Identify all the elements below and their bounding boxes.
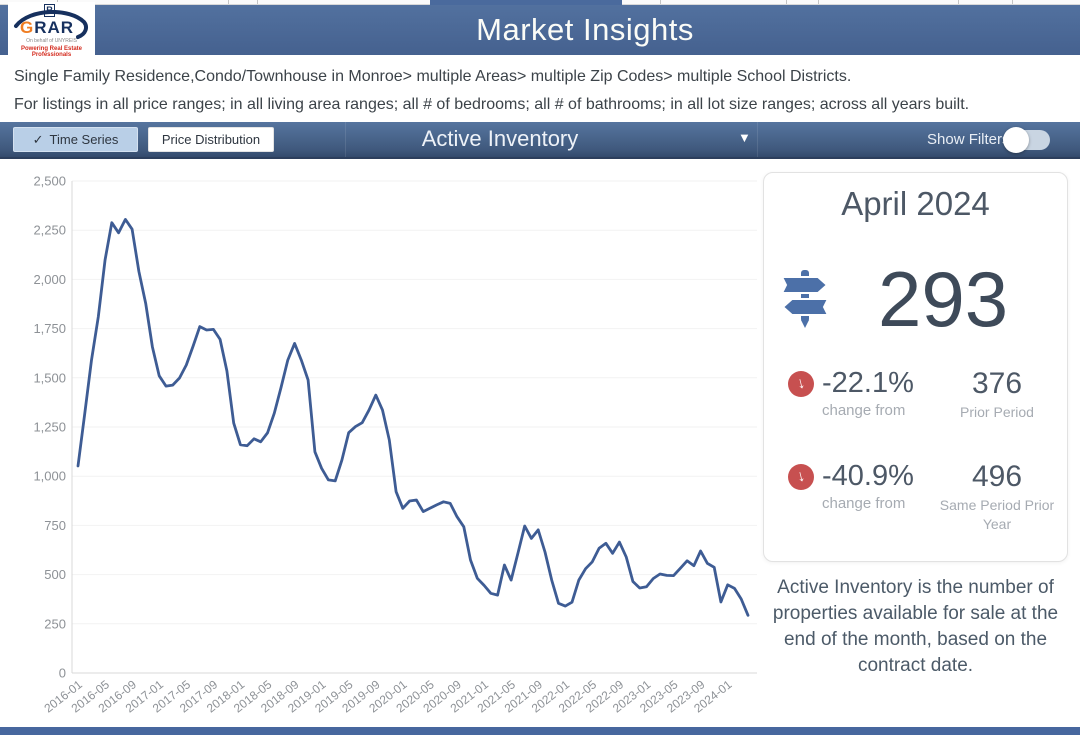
x-tick-label: 2016-09	[96, 677, 140, 715]
page-title: Market Insights	[476, 12, 694, 47]
x-tick-label: 2019-01	[285, 677, 329, 715]
title-bar: Market Insights	[0, 5, 1080, 55]
show-filters-label: Show Filters:	[927, 131, 1014, 148]
time-series-button[interactable]: ✓ Time Series	[13, 127, 138, 152]
y-tick-label: 2,250	[33, 223, 66, 238]
metric-dropdown[interactable]: Active Inventory	[421, 125, 579, 151]
logo-wordmark: GRAR	[20, 18, 75, 37]
filters-summary: Single Family Residence,Condo/Townhouse …	[0, 56, 1080, 120]
x-tick-label: 2016-05	[69, 677, 113, 715]
x-tick-label: 2022-09	[583, 677, 627, 715]
change-from-label: change from	[822, 495, 906, 512]
logo-tagline-2: Powering Real Estate Professionals	[20, 46, 83, 57]
x-tick-label: 2022-05	[556, 677, 600, 715]
y-tick-label: 1,500	[33, 370, 66, 385]
y-tick-label: 2,000	[33, 272, 66, 287]
x-tick-label: 2016-01	[42, 677, 86, 715]
prior-period-row: ↓ -22.1% change from 376 Prior Period	[764, 367, 1067, 422]
price-distribution-label: Price Distribution	[161, 132, 261, 147]
x-tick-label: 2019-09	[339, 677, 383, 715]
filters-summary-line2: For listings in all price ranges; in all…	[14, 96, 970, 113]
x-tick-label: 2020-01	[366, 677, 410, 715]
y-tick-label: 500	[44, 567, 66, 582]
window-edge-tick	[786, 0, 787, 4]
prior-period-label: Prior Period	[960, 404, 1034, 420]
grar-logo: R GRAR On behalf of UNYREIS Powering Rea…	[8, 2, 95, 57]
check-icon: ✓	[32, 131, 44, 147]
inventory-line	[76, 218, 750, 617]
prior-year-row: ↓ -40.9% change from 496 Same Period Pri…	[764, 460, 1067, 534]
x-tick-label: 2018-05	[231, 677, 275, 715]
x-tick-label: 2017-05	[150, 677, 194, 715]
prior-year-value: 496	[971, 460, 1023, 493]
x-tick-label: 2018-09	[258, 677, 302, 715]
y-tick-label: 1,250	[33, 420, 66, 435]
x-tick-label: 2021-01	[448, 677, 492, 715]
current-value: 293	[878, 255, 1009, 343]
time-series-label: Time Series	[49, 132, 119, 147]
x-tick-label: 2023-05	[637, 677, 681, 715]
prior-period-change-pct: -22.1%	[822, 367, 914, 399]
x-tick-label: 2023-01	[610, 677, 654, 715]
x-tick-label: 2020-05	[393, 677, 437, 715]
signpost-icon	[780, 270, 830, 328]
bottom-bar	[0, 727, 1080, 735]
down-arrow-icon: ↓	[788, 464, 814, 490]
logo-swoosh-icon	[14, 10, 88, 39]
window-edge-tick	[1012, 0, 1013, 4]
down-arrow-icon: ↓	[788, 371, 814, 397]
header-top-notch	[430, 0, 622, 6]
x-tick-label: 2023-09	[664, 677, 708, 715]
period-label: April 2024	[841, 185, 990, 222]
toggle-knob[interactable]	[1003, 127, 1029, 153]
window-edge-tick	[958, 0, 959, 4]
prior-year-label: Same Period Prior Year	[939, 497, 1055, 532]
filters-summary-line1: Single Family Residence,Condo/Townhouse …	[14, 68, 852, 85]
x-tick-label: 2017-01	[123, 677, 167, 715]
active-inventory-chart: 0 250 500 750 1,000 1,250 1,500 1,750 2,000 2,250…	[33, 174, 757, 715]
y-tick-label: 1,750	[33, 321, 66, 336]
y-tick-label: 2,500	[33, 174, 66, 189]
x-tick-label: 2019-05	[312, 677, 356, 715]
prior-year-change-pct: -40.9%	[822, 460, 914, 492]
x-tick-label: 2022-01	[529, 677, 573, 715]
y-tick-label: 1,000	[33, 469, 66, 484]
x-tick-label: 2021-05	[475, 677, 519, 715]
chart-toolbar: ✓ Time Series Price Distribution Active …	[0, 122, 1080, 159]
price-distribution-button[interactable]: Price Distribution	[148, 127, 274, 152]
x-tick-label: 2018-01	[204, 677, 248, 715]
prior-period-value: 376	[971, 367, 1023, 400]
x-tick-label: 2021-09	[502, 677, 546, 715]
window-edge-tick	[257, 0, 258, 4]
logo-tagline: On behalf of UNYREIS	[26, 38, 77, 44]
y-tick-label: 0	[59, 666, 66, 681]
metric-description: Active Inventory is the number of proper…	[772, 577, 1059, 676]
change-from-label: change from	[822, 402, 906, 419]
x-tick-label: 2017-09	[177, 677, 221, 715]
show-filters-toggle[interactable]	[1003, 127, 1050, 153]
current-value-row: 293	[764, 257, 1067, 341]
window-edge-tick	[818, 0, 819, 4]
chevron-down-icon[interactable]: ▼	[738, 130, 751, 145]
period-stat-card: April 2024 293 ↓ -22.1% change from 376 …	[763, 172, 1068, 562]
window-edge-tick	[660, 0, 661, 4]
x-tick-label: 2024-01	[691, 677, 735, 715]
window-edge-tick	[228, 0, 229, 4]
y-tick-label: 750	[44, 518, 66, 533]
metric-dropdown-region	[345, 122, 758, 157]
y-tick-label: 250	[44, 616, 66, 631]
x-tick-label: 2020-09	[421, 677, 465, 715]
